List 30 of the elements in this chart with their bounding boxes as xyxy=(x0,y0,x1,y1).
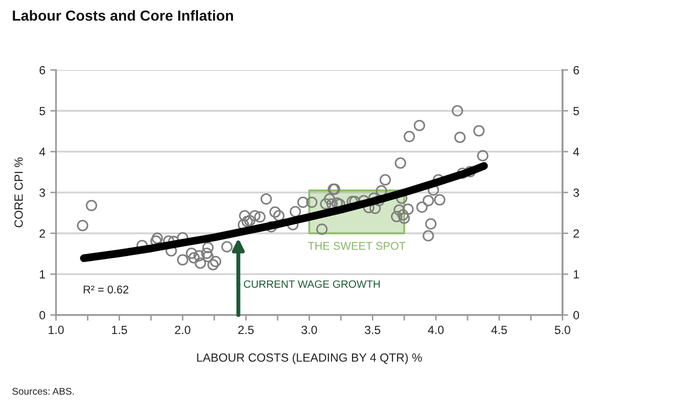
y2-tick-label: 4 xyxy=(573,148,580,156)
y-tick-label: 6 xyxy=(40,66,46,74)
annotation: CURRENT WAGE GROWTH xyxy=(244,280,380,288)
x-tick-label: 5.0 xyxy=(554,326,570,334)
x-tick-label: 2.0 xyxy=(175,326,190,334)
y-tick-label: 4 xyxy=(39,148,46,156)
x-axis-title: LABOUR COSTS (LEADING BY 4 QTR) % xyxy=(197,353,422,364)
x-tick-label: 4.0 xyxy=(428,326,444,334)
chart-title: Labour Costs and Core Inflation xyxy=(12,10,233,21)
source-note: Sources: ABS. xyxy=(12,388,74,395)
annotation: THE SWEET SPOT xyxy=(308,242,406,250)
x-tick-label: 2.5 xyxy=(238,326,254,334)
x-tick-label: 1.0 xyxy=(48,326,64,334)
x-tick-label: 1.5 xyxy=(112,326,128,334)
y2-tick-label: 1 xyxy=(574,270,579,278)
y-tick-label: 0 xyxy=(39,311,46,320)
y-tick-label: 2 xyxy=(40,229,45,238)
y2-tick-label: 2 xyxy=(574,229,579,238)
y2-tick-label: 5 xyxy=(573,106,580,116)
y-tick-label: 5 xyxy=(39,106,46,116)
y-tick-label: 1 xyxy=(40,270,46,278)
y-tick-label: 3 xyxy=(39,188,46,197)
y2-tick-label: 3 xyxy=(573,188,579,197)
y2-tick-label: 0 xyxy=(573,311,580,320)
annotation: R² = 0.62 xyxy=(84,286,128,294)
x-tick-label: 3.0 xyxy=(302,326,318,334)
x-tick-label: 4.5 xyxy=(491,326,507,334)
y2-tick-label: 6 xyxy=(574,66,579,74)
y-axis-title: CORE CPI % xyxy=(14,157,23,228)
x-tick-label: 3.5 xyxy=(364,326,380,334)
